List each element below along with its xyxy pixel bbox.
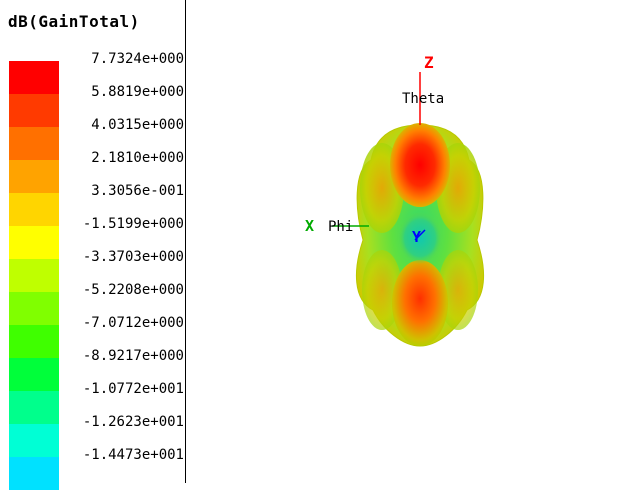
3d-view[interactable]: Z Theta X Phi Y <box>187 0 628 483</box>
legend-value: 5.8819e+000 <box>91 84 184 100</box>
legend-swatch <box>9 358 59 391</box>
legend-value: 2.1810e+000 <box>91 150 184 166</box>
radiation-pattern-view[interactable]: Z Theta X Phi Y <box>187 0 628 483</box>
legend-swatch <box>9 292 59 325</box>
legend-swatch <box>9 127 59 160</box>
legend-value: -5.2208e+000 <box>82 282 184 298</box>
phi-label: Phi <box>328 219 353 235</box>
legend-swatch <box>9 94 59 127</box>
legend-swatch <box>9 61 59 94</box>
legend-title: dB(GainTotal) <box>8 12 140 31</box>
legend-swatch <box>9 424 59 457</box>
y-axis: Y <box>412 228 426 246</box>
legend-value: -1.0772e+001 <box>82 381 184 397</box>
z-axis: Z Theta <box>402 53 444 125</box>
legend-value: -1.4473e+001 <box>82 447 184 463</box>
z-axis-label: Z <box>424 53 434 72</box>
legend-value: -7.0712e+000 <box>82 315 184 331</box>
x-axis: X Phi <box>305 217 369 235</box>
legend-value: -1.5199e+000 <box>82 216 184 232</box>
legend-value: -3.3703e+000 <box>82 249 184 265</box>
color-scale-bar <box>9 61 59 490</box>
legend-value: 7.7324e+000 <box>91 51 184 67</box>
theta-label: Theta <box>402 91 444 107</box>
legend-swatch <box>9 226 59 259</box>
legend-value: 4.0315e+000 <box>91 117 184 133</box>
legend-swatch <box>9 160 59 193</box>
legend-swatch <box>9 193 59 226</box>
legend-value: 3.3056e-001 <box>91 183 184 199</box>
legend-value: -8.9217e+000 <box>82 348 184 364</box>
legend-swatch <box>9 457 59 490</box>
x-axis-label: X <box>305 217 314 235</box>
legend-swatch <box>9 391 59 424</box>
legend-swatch <box>9 325 59 358</box>
y-axis-label: Y <box>412 228 421 246</box>
legend-panel: dB(GainTotal) 7.7324e+000 5.8819e+000 4.03… <box>0 0 186 490</box>
legend-swatch <box>9 259 59 292</box>
legend-value: -1.2623e+001 <box>82 414 184 430</box>
